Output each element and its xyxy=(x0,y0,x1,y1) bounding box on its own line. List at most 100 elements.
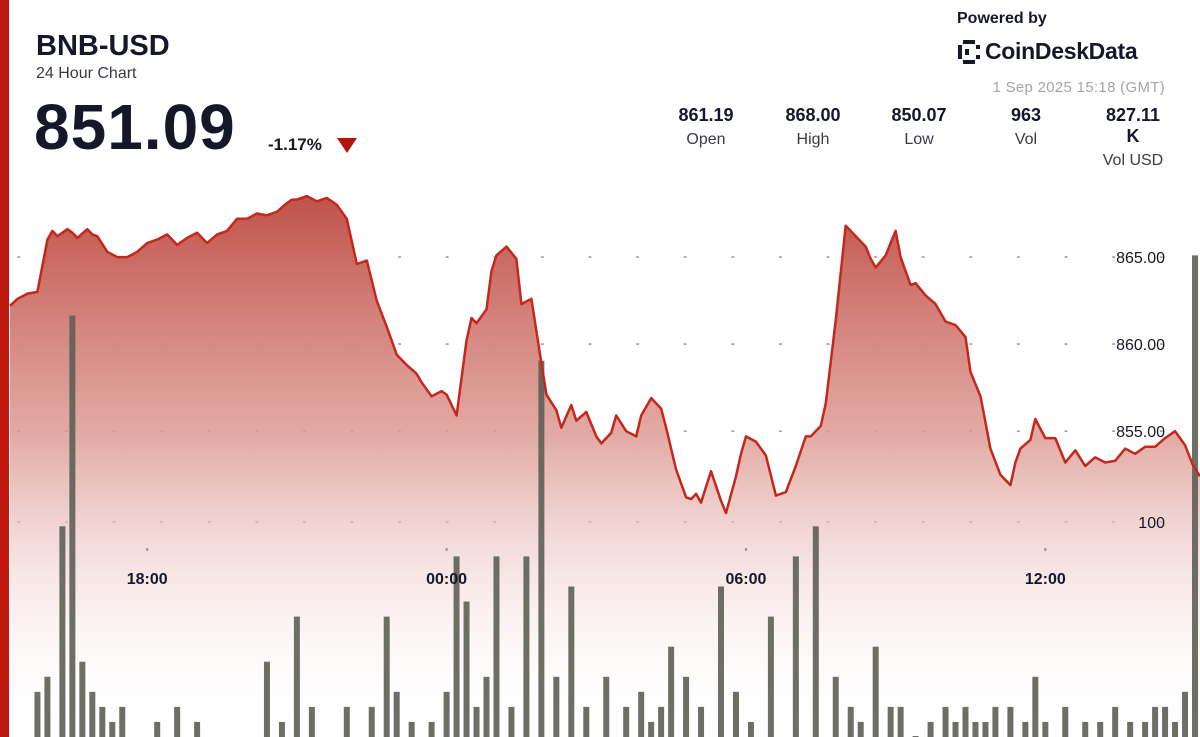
symbol-title: BNB-USD xyxy=(36,30,170,62)
volume-bar xyxy=(1162,706,1169,737)
volume-bar xyxy=(443,691,450,737)
volume-bar xyxy=(1082,721,1089,737)
volume-bar xyxy=(154,721,161,737)
price-change: -1.17% xyxy=(268,135,322,154)
volume-bar xyxy=(483,676,490,737)
x-tick-label: 00:00 xyxy=(426,571,467,588)
volume-bar xyxy=(383,616,390,737)
volume-bar xyxy=(308,706,315,737)
volume-bar xyxy=(872,646,879,737)
stat-open: 861.19 Open xyxy=(678,105,733,149)
volume-bar xyxy=(428,721,435,737)
volume-bar xyxy=(832,676,839,737)
price-area-fill xyxy=(10,196,1200,737)
volume-bar xyxy=(857,721,864,737)
volume-bar xyxy=(972,721,979,737)
volume-bar xyxy=(109,721,116,737)
stat-high: 868.00 High xyxy=(785,105,840,149)
volume-bar xyxy=(1022,721,1029,737)
y-tick-label: 855.00 xyxy=(1116,424,1165,441)
volume-bar xyxy=(792,556,799,737)
volume-bar xyxy=(648,721,655,737)
volume-bar xyxy=(293,616,300,737)
volume-bar xyxy=(99,706,106,737)
volume-bar xyxy=(638,691,645,737)
volume-bar xyxy=(263,661,270,737)
coindesk-logo: CoinDeskData xyxy=(958,38,1138,65)
stat-open-value: 861.19 xyxy=(678,105,734,125)
volume-bar xyxy=(942,706,949,737)
price-line xyxy=(9,194,1200,515)
volume-bar xyxy=(1152,706,1159,737)
volume-bar xyxy=(732,691,739,737)
timestamp: 1 Sep 2025 15:18 (GMT) xyxy=(992,79,1165,96)
volume-bar xyxy=(538,360,545,737)
stat-low-value: 850.07 xyxy=(891,105,947,125)
volume-bar xyxy=(668,646,675,737)
volume-bar xyxy=(683,676,690,737)
powered-by-label: Powered by xyxy=(957,10,1047,27)
volume-bar xyxy=(767,616,774,737)
volume-bar xyxy=(393,691,400,737)
stat-high-value: 868.00 xyxy=(785,105,841,125)
volume-bar xyxy=(79,661,86,737)
volume-bar xyxy=(952,721,959,737)
chart-subtitle: 24 Hour Chart xyxy=(36,65,137,82)
volume-bar xyxy=(992,706,999,737)
coindesk-mark-icon xyxy=(958,39,980,64)
stat-vol: 963 Vol xyxy=(1011,105,1041,149)
volume-bar xyxy=(463,601,470,737)
volume-bar xyxy=(119,706,126,737)
y-tick-label: 865.00 xyxy=(1116,250,1165,267)
volume-bar xyxy=(89,691,96,737)
volume-bar xyxy=(408,721,415,737)
volume-bar xyxy=(1127,721,1134,737)
volume-bar xyxy=(1192,255,1199,737)
brand-name: CoinDeskData xyxy=(985,38,1138,64)
volume-bar xyxy=(1142,721,1149,737)
volume-bar xyxy=(1032,676,1039,737)
stat-low: 850.07 Low xyxy=(891,105,946,149)
volume-bar xyxy=(927,721,934,737)
volume-bar xyxy=(553,676,560,737)
volume-bar xyxy=(718,586,725,737)
volume-bar xyxy=(59,526,66,737)
volume-bar xyxy=(493,556,500,737)
volume-bar xyxy=(568,586,575,737)
volume-tick-label: 100 xyxy=(1138,515,1165,532)
volume-bar xyxy=(34,691,41,737)
volume-bar xyxy=(658,706,665,737)
volume-bar xyxy=(523,556,530,737)
down-arrow-icon xyxy=(337,138,357,153)
volume-bar xyxy=(343,706,350,737)
volume-bar xyxy=(44,676,51,737)
current-price: 851.09 xyxy=(34,91,236,163)
volume-bar xyxy=(1007,706,1014,737)
volume-bar xyxy=(603,676,610,737)
volume-bar xyxy=(1097,721,1104,737)
x-tick-label: 18:00 xyxy=(127,571,168,588)
volume-bar xyxy=(698,706,705,737)
volume-bar xyxy=(962,706,969,737)
volume-bar xyxy=(1112,706,1119,737)
y-tick-label: 860.00 xyxy=(1116,337,1165,354)
volume-bar xyxy=(368,706,375,737)
volume-bar xyxy=(1172,721,1179,737)
stat-vol-label: Vol xyxy=(1014,131,1038,148)
volume-bar xyxy=(982,721,989,737)
stat-vol-usd-label: Vol USD xyxy=(1102,152,1164,169)
volume-bar xyxy=(194,721,201,737)
stat-open-label: Open xyxy=(686,131,726,148)
x-tick-label: 06:00 xyxy=(725,571,766,588)
volume-bar xyxy=(747,721,754,737)
volume-bar xyxy=(69,315,76,737)
volume-bar xyxy=(1062,706,1069,737)
volume-bar xyxy=(847,706,854,737)
x-tick-label: 12:00 xyxy=(1025,571,1066,588)
volume-bar xyxy=(473,706,480,737)
volume-bar xyxy=(278,721,285,737)
volume-bar xyxy=(174,706,181,737)
stat-vol-value: 963 xyxy=(1010,105,1042,125)
stat-vol-usd: 827.11 K Vol USD xyxy=(1100,105,1167,170)
